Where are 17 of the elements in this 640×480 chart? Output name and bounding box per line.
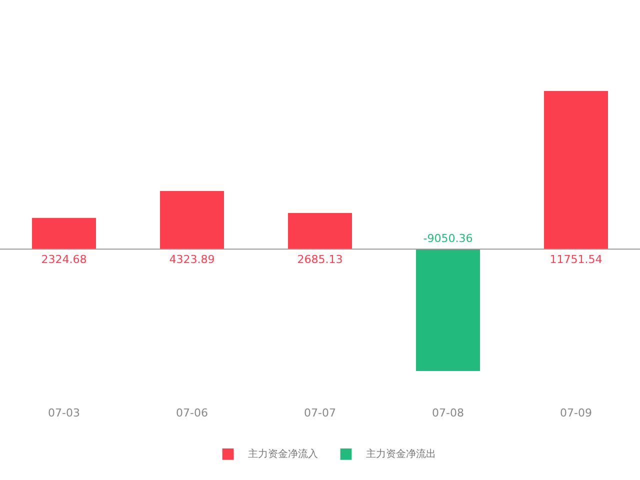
data-label: 2685.13 [297,253,343,266]
bar [544,91,608,250]
x-tick-label: 07-08 [432,406,464,420]
x-tick-label: 07-06 [176,406,208,420]
bar [416,249,480,371]
bar [288,213,352,250]
bar [160,190,224,250]
bar [32,218,96,250]
data-label: 2324.68 [41,253,87,266]
x-tick-label: 07-07 [304,406,336,420]
data-label: -9050.36 [423,232,473,246]
x-tick-label: 07-09 [560,406,592,420]
legend-label: 主力资金净流出 [366,448,436,460]
x-tick-label: 07-03 [48,406,80,420]
data-label: 11751.54 [550,253,602,266]
data-label: 4323.89 [169,253,215,266]
legend-label: 主力资金净流入 [248,448,318,460]
